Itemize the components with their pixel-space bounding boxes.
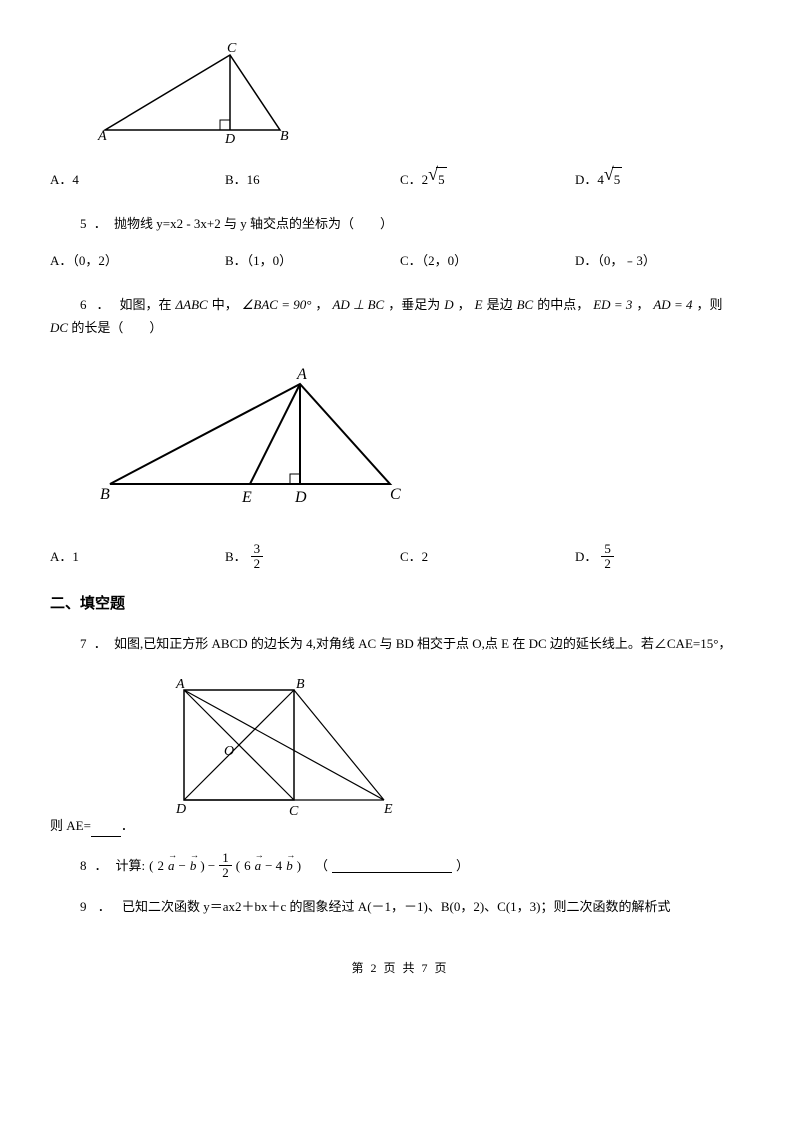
q6-text-cont: DC 的长是（ ）	[50, 316, 750, 339]
svg-text:B: B	[100, 486, 110, 503]
q7-tail-prefix: 则 AE=	[50, 814, 91, 837]
q6-option-c: C． 2	[400, 542, 575, 572]
q7-blank	[91, 823, 121, 837]
svg-text:D: D	[224, 132, 235, 147]
q5-options: A．（0，2） B．（1，0） C．（2，0） D．（0，﹣3）	[50, 249, 750, 272]
q4-option-d: D． 4 √5	[575, 167, 750, 191]
svg-text:A: A	[97, 129, 107, 144]
q5-option-b: B．（1，0）	[225, 249, 400, 272]
q6-option-b: B． 32	[225, 542, 400, 572]
q4-option-c: C． 2 √5	[400, 167, 575, 191]
q7-text: 7 ． 如图,已知正方形 ABCD 的边长为 4,对角线 AC 与 BD 相交于…	[80, 632, 750, 655]
svg-text:A: A	[296, 366, 307, 383]
q4-option-a: A． 4	[50, 167, 225, 191]
q6-option-a: A． 1	[50, 542, 225, 572]
q5-option-c: C．（2，0）	[400, 249, 575, 272]
q5-option-d: D．（0，﹣3）	[575, 249, 750, 272]
q6-options: A． 1 B． 32 C． 2 D． 52	[50, 542, 750, 572]
q6-text: 6 ． 如图，在 ΔABC 中， ∠BAC = 90° ， AD ⊥ BC ，垂…	[80, 293, 750, 316]
q9-text: 9 ． 已知二次函数 y＝ax2＋bx＋c 的图象经过 A(－1，－1)、B(0…	[80, 895, 750, 918]
section-2-heading: 二、填空题	[50, 591, 750, 618]
svg-text:B: B	[280, 129, 289, 144]
svg-text:C: C	[390, 486, 401, 503]
q5-text: 5 ． 抛物线 y=x2 - 3x+2 与 y 轴交点的坐标为（ ）	[80, 212, 750, 235]
q6-option-d: D． 52	[575, 542, 750, 572]
q8-text: 8 ． 计算: ( 2a − b ) − 12 ( 6a − 4 b ) （ ）	[80, 851, 750, 881]
svg-text:D: D	[175, 802, 186, 817]
svg-text:B: B	[296, 677, 305, 692]
q4-option-b: B． 16	[225, 167, 400, 191]
q4-options: A． 4 B． 16 C． 2 √5 D． 4 √5	[50, 167, 750, 191]
svg-text:A: A	[175, 677, 185, 692]
figure-q6-triangle: A B E D C	[90, 364, 750, 521]
svg-text:O: O	[224, 744, 234, 759]
page-footer: 第 2 页 共 7 页	[50, 958, 750, 980]
svg-text:C: C	[289, 804, 299, 819]
q7-figure-and-tail: 则 AE= ． A B D C E O	[50, 670, 750, 837]
q8-blank	[332, 859, 452, 873]
svg-text:D: D	[294, 489, 307, 506]
figure-q4-triangle: A C D B	[90, 40, 750, 157]
figure-q7-square: A B D C E O	[154, 670, 404, 837]
q5-option-a: A．（0，2）	[50, 249, 225, 272]
svg-text:E: E	[241, 489, 252, 506]
svg-text:E: E	[383, 802, 393, 817]
svg-text:C: C	[227, 41, 237, 56]
